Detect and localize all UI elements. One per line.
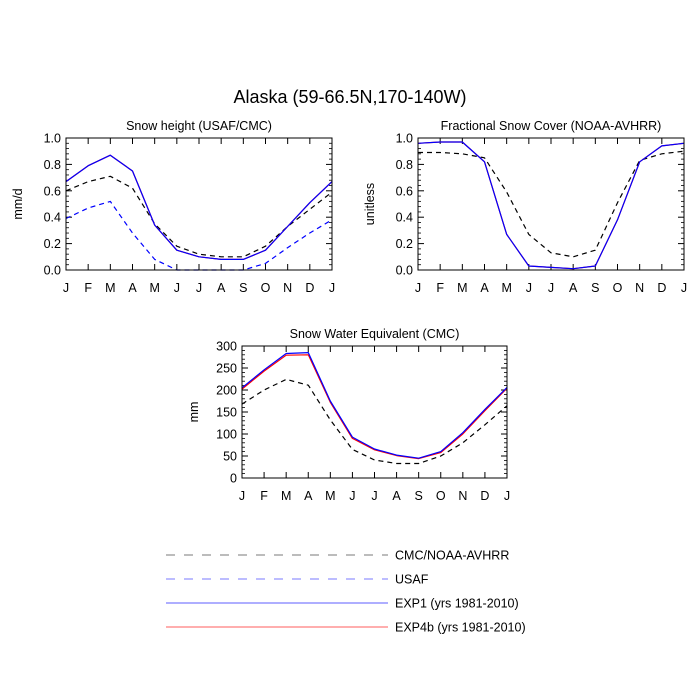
- chart-panel-2: Fractional Snow Cover (NOAA-AVHRR) unitle…: [363, 119, 687, 295]
- y-tick-label: 100: [216, 428, 237, 442]
- series-line: [65, 154, 333, 260]
- legend-item: EXP1 (yrs 1981-2010): [166, 597, 519, 611]
- legend-label: EXP1 (yrs 1981-2010): [395, 597, 519, 611]
- legend-item: CMC/NOAA-AVHRR: [166, 549, 509, 563]
- series-line: [241, 354, 508, 460]
- x-tick-label: M: [149, 281, 159, 295]
- legend-item: USAF: [166, 573, 429, 587]
- x-tick-label: J: [349, 489, 355, 503]
- x-tick-label: J: [504, 489, 510, 503]
- x-tick-label: D: [305, 281, 314, 295]
- plot-frame: [241, 345, 508, 479]
- series-line: [241, 378, 508, 465]
- figure-title: Alaska (59-66.5N,170-140W): [233, 87, 466, 107]
- x-tick-label: M: [457, 281, 467, 295]
- legend: CMC/NOAA-AVHRR USAF EXP1 (yrs 1981-2010) EX…: [166, 549, 526, 635]
- series-line: [65, 154, 333, 260]
- chart-panel-1: Snow height (USAF/CMC) mm/d 0.0 0.2 0.4 0.6 0.…: [11, 119, 335, 295]
- y-tick-label: 0.2: [44, 237, 61, 251]
- x-tick-label: J: [196, 281, 202, 295]
- chart-panel-3: Snow Water Equivalent (CMC) mm 0 50 100 150 20…: [187, 327, 510, 503]
- y-tick-label: 250: [216, 362, 237, 376]
- x-tick-label: J: [681, 281, 687, 295]
- x-tick-label: A: [569, 281, 578, 295]
- y-tick-label: 0: [230, 472, 237, 486]
- x-tick-label: F: [84, 281, 92, 295]
- legend-label: USAF: [395, 573, 429, 587]
- x-tick-label: S: [239, 281, 247, 295]
- series-line: [241, 352, 508, 459]
- series-line: [418, 150, 685, 258]
- x-tick-label: F: [436, 281, 444, 295]
- x-tick-label: J: [548, 281, 554, 295]
- x-tick-label: S: [591, 281, 599, 295]
- x-tick-label: D: [657, 281, 666, 295]
- y-tick-label: 0.2: [396, 237, 413, 251]
- series-line: [65, 200, 333, 271]
- y-tick-label: 300: [216, 340, 237, 354]
- y-tick-label: 150: [216, 406, 237, 420]
- panel-title: Fractional Snow Cover (NOAA-AVHRR): [441, 119, 662, 133]
- legend-item: EXP4b (yrs 1981-2010): [166, 621, 526, 635]
- x-tick-label: A: [304, 489, 313, 503]
- x-tick-label: M: [501, 281, 511, 295]
- y-tick-label: 1.0: [396, 132, 413, 146]
- series-line: [417, 141, 685, 270]
- x-tick-label: N: [283, 281, 292, 295]
- series-line: [65, 175, 333, 258]
- x-tick-label: A: [128, 281, 137, 295]
- x-tick-label: J: [63, 281, 69, 295]
- x-tick-label: A: [392, 489, 401, 503]
- x-tick-label: S: [414, 489, 422, 503]
- x-tick-label: J: [415, 281, 421, 295]
- y-tick-label: 0.0: [396, 264, 413, 278]
- series-line: [417, 141, 685, 270]
- legend-label: EXP4b (yrs 1981-2010): [395, 621, 526, 635]
- panel-title: Snow Water Equivalent (CMC): [290, 327, 460, 341]
- plot-frame: [65, 137, 333, 271]
- x-tick-label: J: [526, 281, 532, 295]
- y-axis-label: mm/d: [11, 188, 25, 219]
- x-tick-label: M: [105, 281, 115, 295]
- x-tick-label: O: [261, 281, 271, 295]
- x-tick-label: J: [371, 489, 377, 503]
- y-tick-label: 0.8: [44, 158, 61, 172]
- x-tick-label: O: [613, 281, 623, 295]
- x-tick-label: N: [635, 281, 644, 295]
- x-tick-label: J: [329, 281, 335, 295]
- x-tick-label: O: [436, 489, 446, 503]
- x-tick-label: A: [217, 281, 226, 295]
- plot-frame: [417, 137, 685, 271]
- y-axis-label: unitless: [363, 183, 377, 225]
- y-tick-label: 0.6: [44, 184, 61, 198]
- y-tick-label: 0.4: [44, 211, 61, 225]
- x-tick-label: J: [239, 489, 245, 503]
- panel-title: Snow height (USAF/CMC): [126, 119, 272, 133]
- x-tick-label: M: [281, 489, 291, 503]
- x-tick-label: M: [325, 489, 335, 503]
- x-tick-label: J: [174, 281, 180, 295]
- y-tick-label: 0.4: [396, 211, 413, 225]
- x-tick-label: A: [480, 281, 489, 295]
- y-tick-label: 0.6: [396, 184, 413, 198]
- x-tick-label: F: [260, 489, 268, 503]
- y-tick-label: 0.8: [396, 158, 413, 172]
- y-tick-label: 200: [216, 384, 237, 398]
- legend-label: CMC/NOAA-AVHRR: [395, 549, 509, 563]
- y-tick-label: 1.0: [44, 132, 61, 146]
- y-axis-label: mm: [187, 402, 201, 423]
- y-tick-label: 50: [223, 450, 237, 464]
- x-tick-label: N: [458, 489, 467, 503]
- x-tick-label: D: [480, 489, 489, 503]
- y-tick-label: 0.0: [44, 264, 61, 278]
